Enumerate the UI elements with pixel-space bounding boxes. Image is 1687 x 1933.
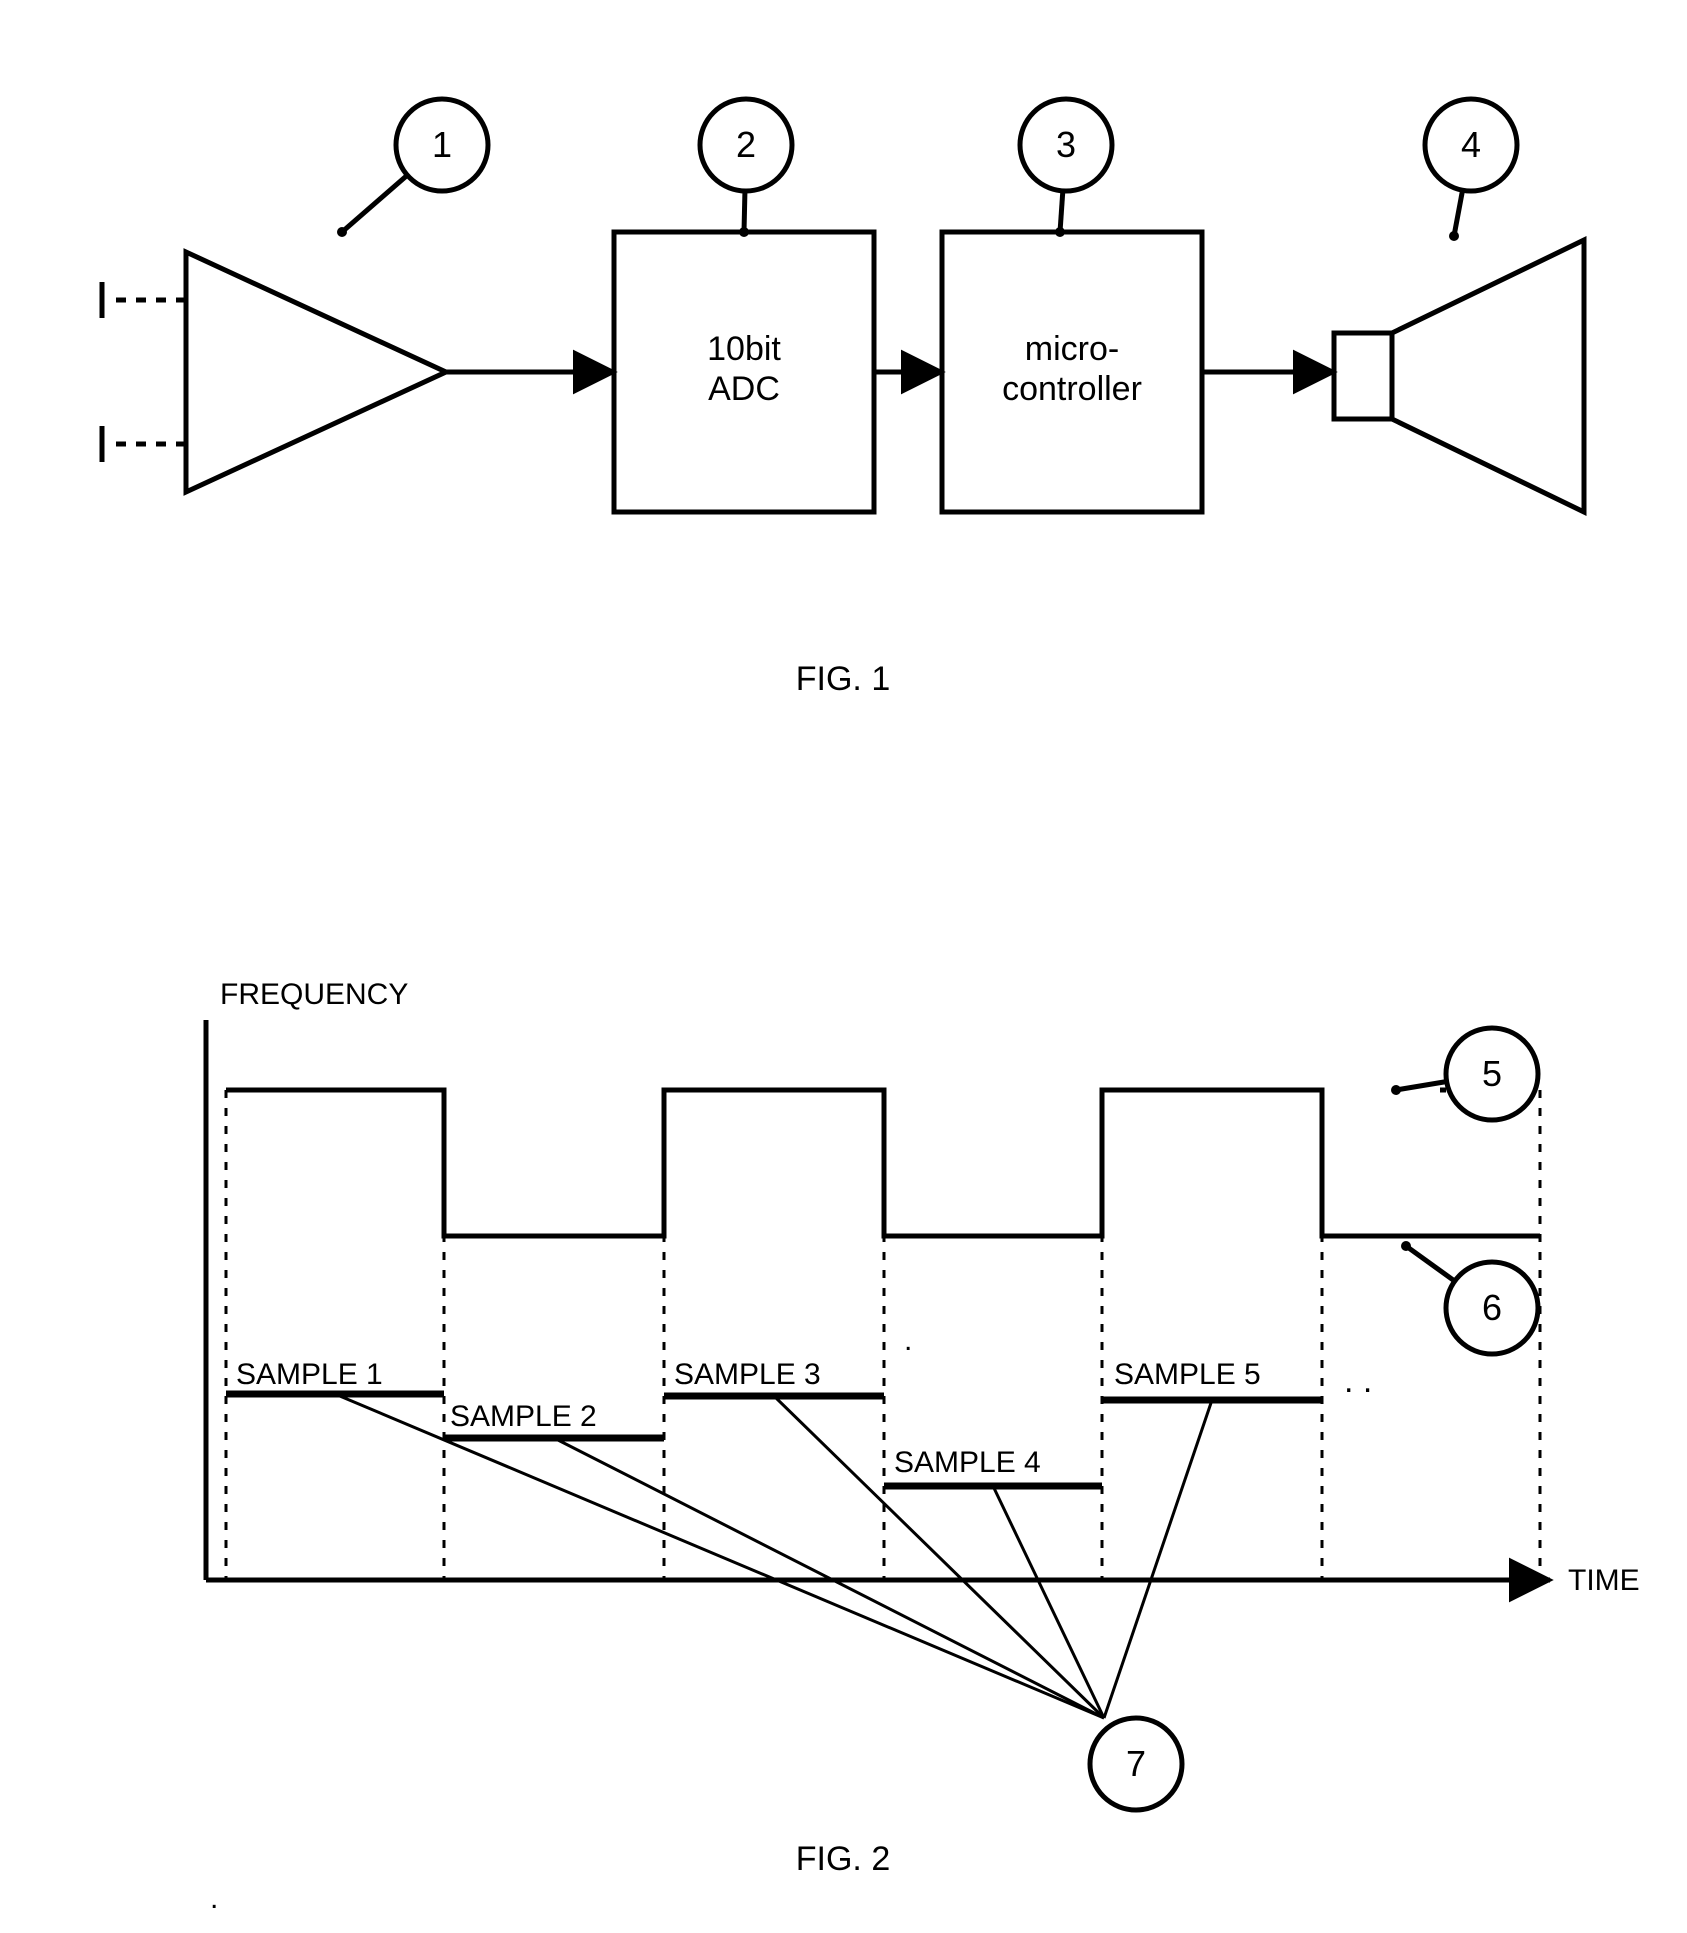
diagram-canvas: 1 2 3 4 10bitADC micro-controller FIG. 1 FREQU… [0, 0, 1687, 1928]
amplifier-block [186, 252, 446, 492]
speaker-block [1334, 333, 1392, 419]
callout-label: 7 [1126, 1743, 1146, 1784]
callout-label: 1 [432, 124, 452, 165]
sample-label: SAMPLE 4 [894, 1446, 1041, 1479]
svg-text:ADC: ADC [708, 370, 780, 408]
callout-label: 2 [736, 124, 756, 165]
speaker-cone [1392, 240, 1584, 512]
figure-caption: FIG. 2 [796, 1840, 890, 1878]
figure-2: FREQUENCY TIME . .. SAMPLE 1 SAMPLE 2 SAMPLE … [206, 978, 1640, 1915]
figure-1: 1 2 3 4 10bitADC micro-controller FIG. 1 [102, 99, 1584, 698]
sample-label: SAMPLE 1 [236, 1358, 383, 1391]
sample-fan-line [993, 1486, 1104, 1718]
callout-label: 6 [1482, 1287, 1502, 1328]
x-axis-label: TIME [1568, 1564, 1640, 1597]
sample-fan-line [774, 1396, 1104, 1718]
sample-label: SAMPLE 3 [674, 1358, 821, 1391]
callout-label: 4 [1461, 124, 1481, 165]
sample-fan-line [1104, 1400, 1212, 1718]
sample-label: SAMPLE 2 [450, 1400, 597, 1433]
callout-label: 3 [1056, 124, 1076, 165]
microcontroller-label: micro- [1025, 330, 1119, 368]
svg-text:. .: . . [1344, 1362, 1372, 1400]
svg-text:controller: controller [1002, 370, 1142, 408]
sample-label: SAMPLE 5 [1114, 1358, 1261, 1391]
y-axis-label: FREQUENCY [220, 978, 408, 1011]
svg-text:.: . [210, 1882, 218, 1915]
figure-caption: FIG. 1 [796, 660, 890, 698]
callout-label: 5 [1482, 1053, 1502, 1094]
svg-text:.: . [904, 1324, 912, 1357]
sample-fan-line [335, 1394, 1104, 1718]
adc-label: 10bit [707, 330, 781, 368]
